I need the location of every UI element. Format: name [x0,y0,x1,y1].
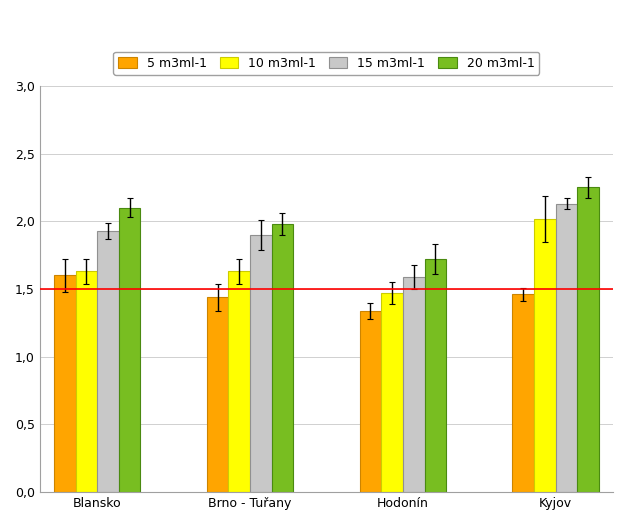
Bar [534,218,556,492]
Bar [512,295,534,492]
Bar [403,277,425,492]
Bar [54,276,75,492]
Bar [229,271,250,492]
Bar [360,311,381,492]
Bar [381,293,403,492]
Bar [119,208,141,492]
Legend: 5 m3ml-1, 10 m3ml-1, 15 m3ml-1, 20 m3ml-1: 5 m3ml-1, 10 m3ml-1, 15 m3ml-1, 20 m3ml-… [114,51,539,75]
Bar [97,231,119,492]
Bar [556,204,577,492]
Bar [207,297,229,492]
Bar [272,224,293,492]
Bar [425,259,446,492]
Bar [250,235,272,492]
Bar [577,187,599,492]
Bar [75,271,97,492]
